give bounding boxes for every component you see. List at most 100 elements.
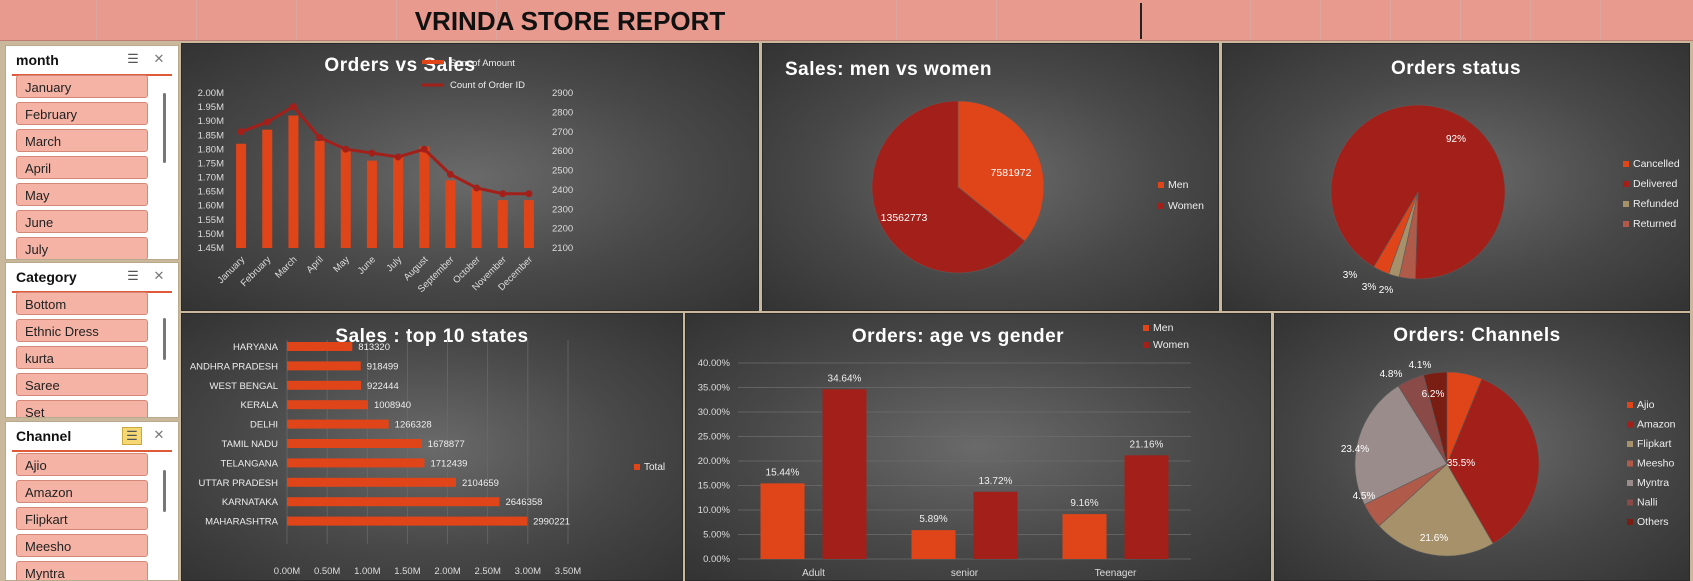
multi-select-icon[interactable]: ☰ <box>127 268 139 283</box>
legend-swatch <box>1627 519 1633 525</box>
legend-swatch <box>1623 161 1629 167</box>
slicer-item-ajio[interactable]: Ajio <box>16 453 148 476</box>
chart-orders-vs-sales[interactable]: Orders vs Sales 2.00M 1.95M 1.90M 1.85M 1.80… <box>181 43 759 311</box>
x-tick-label: March <box>273 254 299 280</box>
slicer-item-myntra[interactable]: Myntra <box>16 561 148 580</box>
slicer-item-set[interactable]: Set <box>16 400 148 417</box>
y-left-tick-label: 1.75M <box>198 158 224 169</box>
bar <box>287 516 528 526</box>
slicer-scrollbar[interactable] <box>163 93 166 163</box>
legend-label: Ajio <box>1637 399 1655 411</box>
slicer-item-saree[interactable]: Saree <box>16 373 148 396</box>
chart-sales-men-women[interactable]: Sales: men vs women 7581972 13562773 Men Wo… <box>762 43 1219 311</box>
bar <box>287 419 389 429</box>
data-label: 13.72% <box>979 476 1013 487</box>
data-label: 5.89% <box>919 514 947 525</box>
y-right-tick-label: 2700 <box>552 127 573 138</box>
data-label: 813320 <box>358 342 390 353</box>
chart-age-vs-gender[interactable]: Orders: age vs gender 40.00% 35.00% 30.00%… <box>685 313 1271 581</box>
slicer-item-ethnic-dress[interactable]: Ethnic Dress <box>16 319 148 342</box>
slicer-item-may[interactable]: May <box>16 183 148 206</box>
data-label: 92% <box>1446 134 1466 145</box>
slicer-item-kurta[interactable]: kurta <box>16 346 148 369</box>
x-tick-label: 3.00M <box>515 566 541 577</box>
bar <box>287 497 500 507</box>
legend-swatch <box>1627 460 1633 467</box>
data-label: 1008940 <box>374 400 411 411</box>
slicer-category-title: Category <box>16 269 77 285</box>
data-label: 1678877 <box>428 439 465 450</box>
chart-orders-status[interactable]: Orders status 92% 3% 3% 2% Cancelled Delivere… <box>1222 43 1690 311</box>
slicer-item-july[interactable]: July <box>16 237 148 259</box>
bar <box>287 439 422 448</box>
x-tick-label: 2.00M <box>434 566 460 577</box>
y-right-tick-label: 2600 <box>552 146 573 157</box>
slicer-month[interactable]: month ☰ ✕ January February March April M… <box>5 45 179 260</box>
bar <box>973 491 1018 559</box>
multi-select-icon[interactable]: ☰ <box>127 51 139 66</box>
line-point <box>263 118 271 126</box>
y-tick-label: MAHARASHTRA <box>205 517 279 528</box>
bar <box>523 200 534 248</box>
legend-label: Myntra <box>1637 477 1669 489</box>
y-left-tick-label: 1.85M <box>198 130 224 141</box>
slicer-category[interactable]: Category ☰ ✕ Bottom Ethnic Dress kurta S… <box>5 262 179 418</box>
x-tick-label: senior <box>951 568 979 579</box>
data-label: 4.5% <box>1353 491 1376 502</box>
slicer-item-flipkart[interactable]: Flipkart <box>16 507 148 530</box>
clear-filter-icon[interactable]: ✕ <box>153 268 165 283</box>
bar <box>445 180 456 248</box>
clear-filter-icon[interactable]: ✕ <box>153 427 165 442</box>
multi-select-icon[interactable]: ☰ <box>122 427 142 445</box>
y-tick-label: 0.00% <box>703 554 730 565</box>
bar <box>497 200 508 248</box>
chart-channels[interactable]: Orders: Channels 6.2% 35.5% 21.6% 4.5% 23.4%… <box>1274 313 1690 581</box>
y-right-tick-label: 2200 <box>552 224 573 235</box>
bar <box>760 483 805 559</box>
legend-label: Women <box>1168 200 1204 212</box>
legend-swatch <box>1143 342 1149 348</box>
x-tick-label: June <box>356 254 378 276</box>
y-tick-label: 40.00% <box>698 358 731 369</box>
data-label: 918499 <box>367 361 399 372</box>
slicer-item-april[interactable]: April <box>16 156 148 179</box>
slicer-item-march[interactable]: March <box>16 129 148 152</box>
legend-label: Women <box>1153 339 1189 351</box>
legend-label: Refunded <box>1633 198 1679 210</box>
slicer-item-bottom[interactable]: Bottom <box>16 292 148 315</box>
y-tick-label: TELANGANA <box>220 458 278 469</box>
bar <box>419 146 430 248</box>
mw-slice <box>957 100 1045 242</box>
slicer-item-january[interactable]: January <box>16 75 148 98</box>
slicer-scrollbar[interactable] <box>163 470 166 512</box>
y-tick-label: KARNATAKA <box>222 497 279 508</box>
bar <box>340 149 351 248</box>
channel-slice <box>1378 463 1494 557</box>
line-point <box>525 190 533 198</box>
y-right-tick-label: 2400 <box>552 185 573 196</box>
legend-swatch <box>1623 221 1629 227</box>
y-right-tick-label: 2900 <box>552 88 573 99</box>
bar <box>287 361 361 371</box>
slicer-item-amazon[interactable]: Amazon <box>16 480 148 503</box>
x-tick-label: July <box>384 254 404 274</box>
legend-label: Returned <box>1633 218 1676 230</box>
clear-filter-icon[interactable]: ✕ <box>153 51 165 66</box>
data-label: 2104659 <box>462 478 499 489</box>
slicer-item-june[interactable]: June <box>16 210 148 233</box>
x-tick-label: Teenager <box>1095 568 1137 579</box>
legend-swatch <box>1143 325 1149 331</box>
chart-top10-states[interactable]: Sales : top 10 states 0.00M 0.50M 1.00M 1.5… <box>181 313 683 581</box>
slicer-item-february[interactable]: February <box>16 102 148 125</box>
channel-slice <box>1446 378 1540 545</box>
slicer-item-meesho[interactable]: Meesho <box>16 534 148 557</box>
x-tick-label: Adult <box>802 568 825 579</box>
slicer-scrollbar[interactable] <box>163 318 166 360</box>
slicer-channel[interactable]: Channel ☰ ✕ Ajio Amazon Flipkart Meesho … <box>5 421 179 581</box>
data-label: 15.44% <box>766 467 800 478</box>
y-left-tick-label: 1.65M <box>198 187 224 198</box>
legend-swatch <box>1623 181 1629 187</box>
line-point <box>420 145 428 153</box>
data-label: 9.16% <box>1070 498 1098 509</box>
legend-label: Others <box>1637 516 1669 528</box>
